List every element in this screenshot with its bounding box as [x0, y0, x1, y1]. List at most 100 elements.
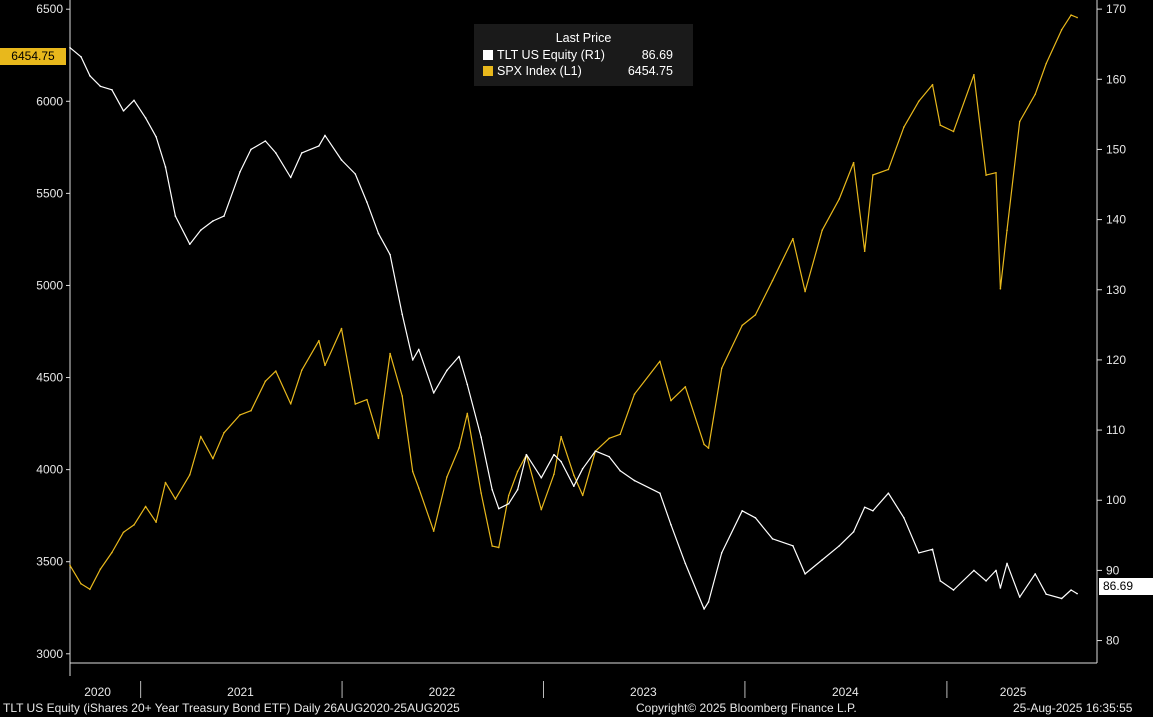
data-point-spx	[354, 403, 357, 405]
data-point-spx	[792, 237, 794, 240]
right-tick-label: 100	[1106, 493, 1126, 507]
data-point-tlt	[952, 589, 955, 591]
data-point-tlt	[324, 134, 326, 137]
data-point-spx	[1060, 28, 1063, 31]
data-point-tlt	[99, 85, 102, 88]
data-point-spx	[1034, 93, 1036, 96]
data-point-tlt	[340, 159, 343, 161]
data-point-spx	[300, 369, 303, 371]
data-point-spx	[619, 433, 621, 436]
data-point-spx	[985, 174, 987, 176]
legend-item-tlt: TLT US Equity (R1) 86.69	[474, 47, 693, 63]
data-point-tlt	[300, 152, 303, 154]
data-point-tlt	[223, 215, 225, 217]
data-point-spx	[999, 287, 1002, 290]
right-tick-label: 90	[1106, 563, 1120, 577]
data-point-spx	[670, 399, 672, 402]
last-value-marker-tlt: 86.69	[1099, 578, 1153, 595]
data-point-tlt	[366, 201, 368, 203]
left-tick-label: 6500	[36, 2, 63, 16]
data-point-spx	[133, 524, 135, 526]
data-point-tlt	[446, 369, 448, 372]
data-point-spx	[411, 470, 414, 473]
data-point-tlt	[1018, 596, 1021, 598]
data-point-tlt	[432, 392, 435, 394]
right-tick-label: 110	[1106, 423, 1125, 437]
data-point-spx	[366, 398, 368, 401]
data-point-tlt	[872, 509, 874, 512]
data-point-spx	[863, 250, 866, 253]
data-point-tlt	[985, 580, 987, 582]
legend: Last Price TLT US Equity (R1) 86.69 SPX …	[474, 24, 693, 86]
data-point-spx	[684, 385, 687, 388]
left-tick-label: 6000	[36, 94, 63, 108]
data-point-tlt	[250, 148, 252, 151]
data-point-tlt	[289, 176, 292, 179]
data-point-spx	[480, 492, 482, 494]
data-point-spx	[1006, 229, 1008, 232]
data-point-tlt	[1076, 592, 1078, 595]
data-point-spx	[264, 380, 267, 383]
data-point-spx	[111, 551, 113, 554]
data-point-tlt	[377, 232, 380, 235]
legend-label-spx: SPX Index (L1)	[497, 64, 582, 78]
legend-label-tlt: TLT US Equity (R1)	[497, 48, 605, 62]
data-point-tlt	[1070, 589, 1072, 591]
x-tick-label: 2023	[630, 685, 657, 699]
legend-value-tlt: 86.69	[641, 48, 673, 62]
data-point-spx	[1045, 62, 1048, 65]
left-tick-label: 5500	[36, 186, 63, 200]
data-point-spx	[466, 412, 469, 415]
data-point-spx	[838, 198, 841, 200]
data-point-spx	[887, 168, 890, 171]
data-point-tlt	[999, 587, 1002, 589]
data-point-tlt	[540, 476, 543, 479]
data-point-tlt	[1034, 573, 1036, 575]
data-point-spx	[1076, 16, 1078, 19]
data-point-tlt	[525, 453, 528, 456]
legend-item-spx: SPX Index (L1) 6454.75	[474, 63, 693, 79]
data-point-spx	[608, 437, 610, 440]
series-line-spx	[69, 14, 1078, 590]
data-point-spx	[540, 508, 543, 511]
data-point-spx	[952, 130, 955, 133]
data-point-tlt	[619, 469, 621, 472]
data-point-spx	[903, 126, 905, 128]
data-point-spx	[973, 73, 975, 76]
data-point-tlt	[863, 506, 866, 509]
data-point-spx	[164, 481, 167, 484]
footer-security-info: TLT US Equity (iShares 20+ Year Treasury…	[3, 701, 460, 715]
data-point-tlt	[608, 455, 610, 458]
data-point-spx	[417, 487, 420, 489]
x-tick-label: 2020	[84, 685, 111, 699]
data-point-spx	[458, 447, 460, 449]
data-point-tlt	[188, 243, 191, 245]
data-point-tlt	[594, 450, 597, 452]
data-point-spx	[1018, 120, 1021, 123]
data-point-spx	[931, 83, 934, 86]
x-tick-label: 2024	[832, 685, 859, 699]
right-tick-label: 150	[1106, 142, 1126, 156]
data-point-tlt	[401, 313, 404, 316]
data-point-tlt	[707, 601, 710, 603]
legend-swatch-tlt	[483, 50, 493, 60]
data-point-tlt	[155, 136, 157, 138]
data-point-tlt	[507, 502, 510, 505]
data-point-spx	[69, 564, 71, 567]
data-point-spx	[155, 521, 157, 523]
data-point-tlt	[939, 580, 942, 582]
data-point-tlt	[516, 488, 519, 491]
data-point-tlt	[553, 453, 555, 456]
data-point-spx	[212, 457, 214, 460]
data-point-spx	[99, 568, 102, 570]
data-point-tlt	[659, 492, 661, 495]
data-point-tlt	[264, 140, 267, 142]
right-tick-label: 160	[1106, 72, 1126, 86]
footer-copyright: Copyright© 2025 Bloomberg Finance L.P.	[636, 701, 857, 715]
data-point-tlt	[133, 99, 135, 102]
x-tick-label: 2025	[1000, 685, 1027, 699]
left-tick-label: 5000	[36, 278, 63, 292]
data-point-spx	[324, 364, 326, 367]
data-point-tlt	[411, 359, 414, 361]
